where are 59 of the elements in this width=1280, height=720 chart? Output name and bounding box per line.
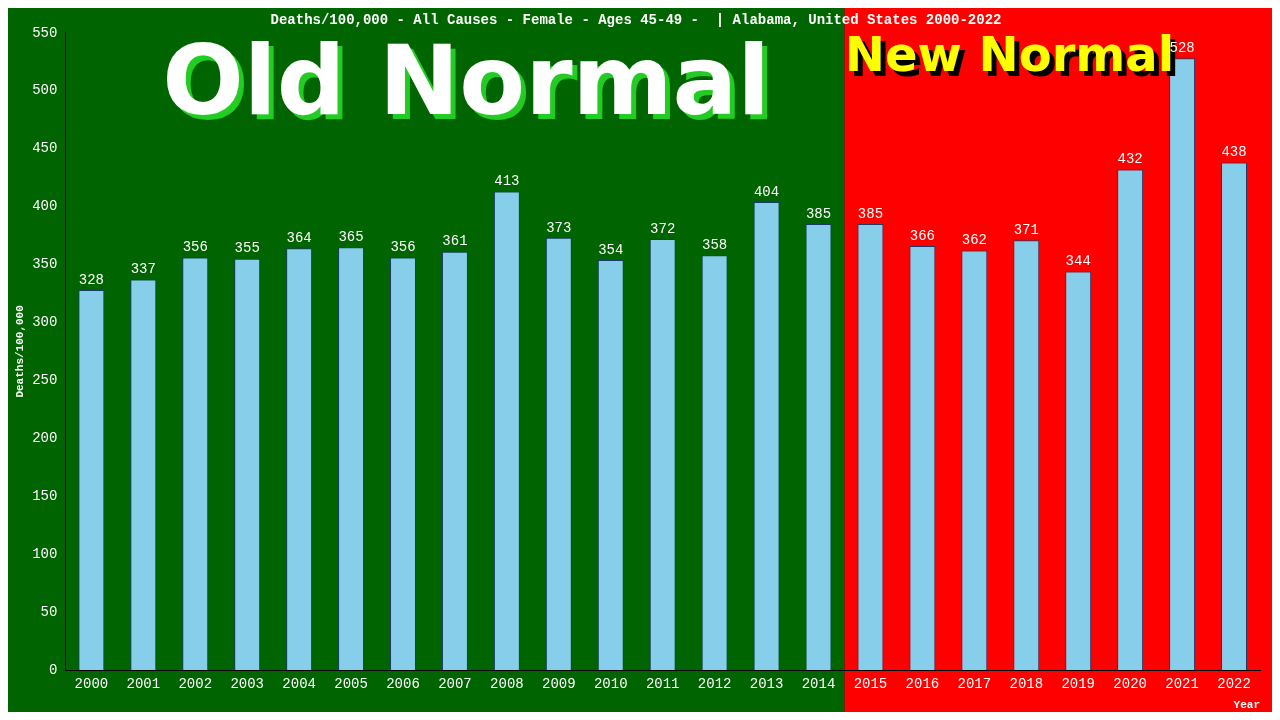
- x-tick-label: 2008: [490, 676, 524, 693]
- data-label: 337: [130, 261, 156, 278]
- data-label: 356: [182, 239, 208, 256]
- data-label: 354: [598, 241, 624, 258]
- x-tick-label: 2019: [1061, 676, 1096, 693]
- x-tick-label: 2002: [178, 676, 213, 693]
- y-tick-label: 200: [32, 429, 58, 446]
- data-label: 404: [753, 183, 780, 200]
- x-tick-label: 2017: [957, 676, 992, 693]
- data-label: 362: [961, 232, 987, 249]
- x-tick-label: 2020: [1113, 676, 1147, 693]
- x-tick-label: 2009: [542, 676, 576, 693]
- y-tick-label: 300: [32, 314, 58, 331]
- y-tick-label: 100: [32, 545, 58, 562]
- data-label: 438: [1221, 144, 1247, 161]
- x-tick-label: 2004: [282, 676, 316, 693]
- data-label: 364: [286, 229, 312, 246]
- y-tick-label: 500: [32, 82, 58, 99]
- data-label: 361: [442, 233, 468, 250]
- data-label: 373: [546, 219, 572, 236]
- y-tick-label: 450: [32, 140, 58, 157]
- x-tick-label: 2007: [438, 676, 472, 693]
- x-tick-label: 2013: [749, 676, 784, 693]
- x-tick-label: 2001: [126, 676, 161, 693]
- y-axis-title: Deaths/100,000: [14, 305, 27, 398]
- x-tick-label: 2022: [1217, 676, 1251, 693]
- data-label: 432: [1117, 151, 1143, 168]
- x-tick-label: 2016: [905, 676, 940, 693]
- x-tick-label: 2010: [593, 676, 628, 693]
- data-label: 371: [1013, 221, 1039, 238]
- x-tick-label: 2003: [230, 676, 264, 693]
- data-label: 328: [78, 271, 104, 288]
- x-axis-title: Year: [1233, 699, 1260, 712]
- data-label: 355: [234, 240, 260, 257]
- x-tick-label: 2021: [1165, 676, 1199, 693]
- y-tick-label: 250: [32, 372, 58, 389]
- y-tick-label: 150: [32, 487, 58, 504]
- y-tick-label: 0: [49, 661, 58, 678]
- x-tick-label: 2000: [74, 676, 109, 693]
- data-label: 365: [338, 228, 364, 245]
- y-tick-label: 550: [32, 24, 58, 41]
- x-tick-label: 2011: [645, 676, 680, 693]
- data-label: 366: [909, 227, 936, 244]
- x-tick-label: 2014: [801, 676, 836, 693]
- data-label: 356: [390, 239, 416, 256]
- x-tick-label: 2005: [334, 676, 368, 693]
- x-tick-label: 2006: [386, 676, 420, 693]
- y-tick-label: 350: [32, 256, 58, 273]
- data-label: 385: [805, 205, 832, 222]
- x-tick-label: 2012: [697, 676, 732, 693]
- y-tick-label: 50: [40, 603, 58, 620]
- x-tick-label: 2018: [1009, 676, 1044, 693]
- data-label: 413: [494, 173, 520, 190]
- x-tick-label: 2015: [853, 676, 888, 693]
- data-label: 358: [702, 236, 728, 253]
- y-tick-label: 400: [32, 198, 58, 215]
- data-label: 344: [1065, 253, 1091, 270]
- data-label: 385: [857, 205, 884, 222]
- data-label: 372: [650, 220, 676, 237]
